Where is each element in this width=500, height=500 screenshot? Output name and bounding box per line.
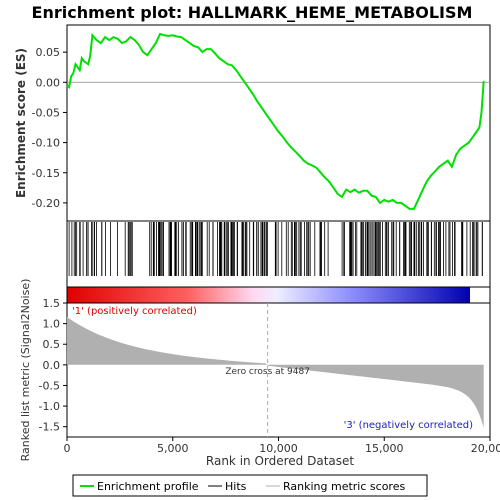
ranking-metric-area bbox=[67, 317, 484, 428]
es-y-tick-label: 0.00 bbox=[36, 76, 61, 89]
positive-correlation-label: '1' (positively correlated) bbox=[72, 306, 197, 317]
es-panel-frame bbox=[66, 24, 491, 222]
es-y-tick-label: -0.05 bbox=[32, 106, 60, 119]
hit-markers bbox=[68, 222, 483, 276]
metric-y-tick-label: 1.5 bbox=[43, 297, 61, 310]
metric-y-tick-label: 1.0 bbox=[43, 318, 61, 331]
legend-metric-label: Ranking metric scores bbox=[283, 480, 405, 493]
es-y-axis: 0.05 0.00 -0.05 -0.10 -0.15 -0.20 bbox=[32, 46, 67, 210]
metric-y-tick-label: -1.0 bbox=[39, 400, 60, 413]
es-y-tick-label: -0.20 bbox=[32, 197, 60, 210]
es-y-axis-label: Enrichment score (ES) bbox=[14, 48, 28, 198]
x-tick-label: 20,000 bbox=[471, 442, 500, 455]
es-y-tick-label: -0.10 bbox=[32, 137, 60, 150]
enrichment-profile-line bbox=[66, 32, 485, 210]
x-tick-label: 15,000 bbox=[365, 442, 404, 455]
x-tick-label: 5,000 bbox=[157, 442, 189, 455]
legend-profile-label: Enrichment profile bbox=[97, 480, 199, 493]
negative-correlation-label: '3' (negatively correlated) bbox=[344, 420, 473, 431]
correlation-color-bar bbox=[67, 287, 470, 303]
es-y-tick-label: -0.15 bbox=[32, 167, 60, 180]
metric-y-tick-label: 0.0 bbox=[43, 359, 61, 372]
x-tick-label: 0 bbox=[64, 442, 71, 455]
chart-title: Enrichment plot: HALLMARK_HEME_METABOLIS… bbox=[32, 3, 473, 22]
x-tick-label: 10,000 bbox=[259, 442, 298, 455]
metric-y-tick-label: -1.5 bbox=[39, 421, 60, 434]
x-axis-label: Rank in Ordered Dataset bbox=[206, 454, 354, 468]
legend-hits-label: Hits bbox=[225, 480, 247, 493]
legend-box bbox=[72, 474, 428, 497]
metric-y-axis: 1.5 1.0 0.5 0.0 -0.5 -1.0 -1.5 bbox=[39, 297, 67, 434]
metric-y-axis-label: Ranked list metric (Signal2Noise) bbox=[19, 279, 32, 462]
zero-cross-label: Zero cross at 9487 bbox=[225, 367, 310, 377]
metric-y-tick-label: -0.5 bbox=[39, 379, 60, 392]
x-axis: 0 5,000 10,000 15,000 20,000 bbox=[64, 437, 500, 455]
es-y-tick-label: 0.05 bbox=[36, 46, 61, 59]
metric-y-tick-label: 0.5 bbox=[43, 338, 61, 351]
